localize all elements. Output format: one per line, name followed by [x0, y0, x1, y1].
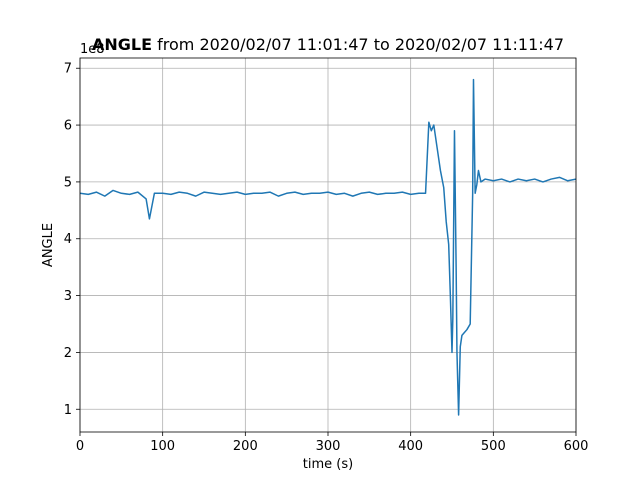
- y-tick-label: 4: [64, 232, 72, 247]
- axis-ticks: 0 100 200 300 400 500 600 1 2 3 4 5 6 7: [64, 62, 589, 454]
- x-tick-label: 0: [76, 439, 84, 454]
- x-tick-label: 400: [398, 439, 423, 454]
- x-tick-label: 600: [564, 439, 589, 454]
- y-tick-label: 1: [64, 403, 72, 418]
- grid: [79, 58, 577, 432]
- y-tick-label: 6: [64, 119, 72, 134]
- y-tick-label: 7: [64, 62, 72, 77]
- series-layer: [80, 78, 576, 416]
- x-tick-label: 200: [233, 439, 258, 454]
- y-offset-label: 1e8: [80, 42, 105, 57]
- x-axis-label: time (s): [303, 457, 353, 472]
- chart-title-rest: from 2020/02/07 11:01:47 to 2020/02/07 1…: [152, 35, 564, 54]
- chart-title: ANGLE from 2020/02/07 11:01:47 to 2020/0…: [92, 35, 564, 54]
- y-tick-label: 2: [64, 346, 72, 361]
- y-tick-label: 3: [64, 289, 72, 304]
- y-tick-label: 5: [64, 175, 72, 190]
- y-axis-label: ANGLE: [41, 223, 56, 267]
- x-tick-label: 500: [481, 439, 506, 454]
- x-tick-label: 300: [316, 439, 341, 454]
- series-line-0: [80, 78, 576, 416]
- chart-title-bold: ANGLE: [92, 35, 152, 54]
- x-tick-label: 100: [150, 439, 175, 454]
